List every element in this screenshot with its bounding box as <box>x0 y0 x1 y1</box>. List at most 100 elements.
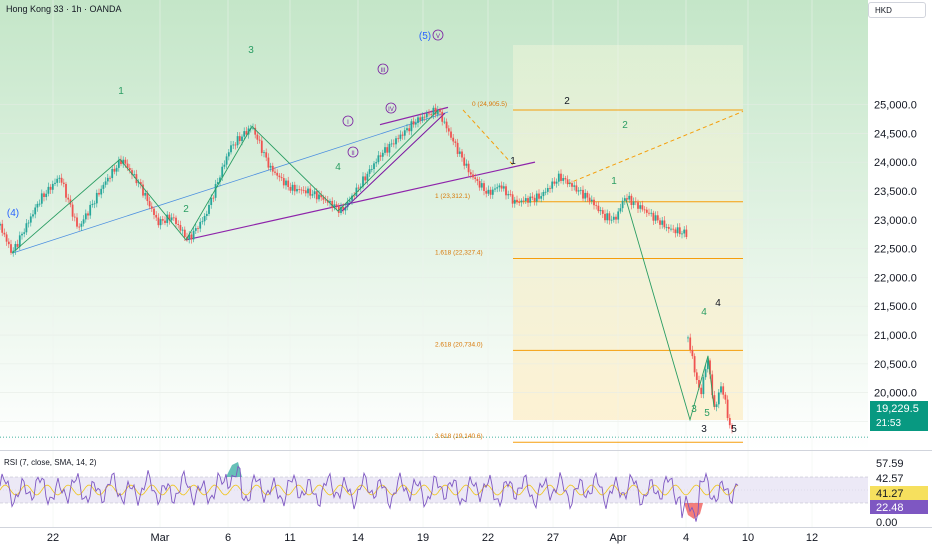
candle-body <box>263 152 265 154</box>
countdown-label: 21:53 <box>870 417 928 431</box>
candle-body <box>113 168 116 172</box>
candle-body <box>16 243 19 247</box>
candle-body <box>256 134 259 140</box>
candle-body <box>62 182 65 184</box>
candle-body <box>412 121 415 125</box>
candle-body <box>243 131 246 137</box>
candle-body <box>588 197 591 202</box>
candle-body <box>713 395 716 408</box>
x-tick-label: 22 <box>482 532 494 544</box>
candle-body <box>406 128 408 131</box>
candle-body <box>216 182 219 185</box>
candle-body <box>553 181 556 184</box>
candle-body <box>650 212 653 214</box>
candle-body <box>711 374 714 396</box>
rsi-value: 22.48 <box>876 502 904 514</box>
candle-body <box>342 206 345 211</box>
candle-body <box>179 225 182 231</box>
rsi-signal-value: 41.27 <box>876 488 904 500</box>
wave-label: III <box>380 68 385 74</box>
candle-body <box>170 217 173 221</box>
wave-label: (4) <box>7 208 19 219</box>
wave-label: 2 <box>183 204 189 215</box>
candle-body <box>245 131 248 135</box>
candle-body <box>98 192 100 195</box>
candle-body <box>632 201 635 206</box>
candle-body <box>597 205 600 212</box>
fib-zone <box>513 45 743 420</box>
x-tick-label: 12 <box>806 532 818 544</box>
candle-body <box>302 190 305 192</box>
candle-body <box>566 179 569 185</box>
candle-body <box>254 127 257 135</box>
x-tick-label: 11 <box>284 532 295 544</box>
candle-body <box>300 189 303 191</box>
y-tick-label: 21,500.0 <box>874 301 917 313</box>
candle-body <box>298 189 301 190</box>
candle-body <box>122 159 125 165</box>
rsi-overbought-fill <box>226 462 242 477</box>
candle-body <box>533 197 536 202</box>
candle-body <box>280 177 283 179</box>
candle-body <box>467 163 470 173</box>
candle-body <box>634 201 637 203</box>
candle-body <box>524 198 527 202</box>
candle-body <box>258 139 261 141</box>
rsi-axis-label: 42.57 <box>876 473 904 485</box>
candle-body <box>124 159 127 164</box>
candle-body <box>434 107 437 115</box>
candle-body <box>518 202 521 203</box>
candle-body <box>421 116 424 121</box>
rsi-axis-label: 0.00 <box>876 517 897 529</box>
candle-body <box>144 192 147 196</box>
candle-body <box>403 130 406 136</box>
candle-body <box>430 114 433 116</box>
candle-body <box>458 151 461 154</box>
candle-body <box>109 177 111 179</box>
candle-body <box>150 206 153 209</box>
candle-body <box>269 165 272 168</box>
candle-body <box>573 185 576 187</box>
candle-body <box>54 182 56 184</box>
candle-body <box>164 220 166 223</box>
fib-dashed-projection <box>566 110 744 185</box>
candle-body <box>595 205 598 207</box>
currency-button[interactable]: HKD <box>868 2 926 18</box>
candle-body <box>540 196 543 199</box>
candle-body <box>445 121 448 129</box>
candle-body <box>131 170 133 175</box>
candle-body <box>234 144 237 146</box>
candle-body <box>82 219 85 224</box>
candle-body <box>168 214 171 221</box>
candle-body <box>214 184 217 198</box>
x-tick-label: 19 <box>417 532 429 544</box>
candle-body <box>296 189 298 192</box>
candle-body <box>379 155 382 157</box>
wave-label: 5 <box>731 424 737 435</box>
candle-body <box>584 192 587 199</box>
x-tick-label: 6 <box>225 532 231 544</box>
candle-body <box>672 228 675 230</box>
wave-label: 3 <box>701 424 707 435</box>
wave-label: 2 <box>622 120 628 131</box>
y-tick-label: 23,000.0 <box>874 215 917 227</box>
fib-levels: 0 (24,905.5) 1 (23,312.1) 1.618 (22,327.4)… <box>435 101 744 443</box>
candle-body <box>7 241 10 245</box>
candle-body <box>190 234 193 240</box>
candle-body <box>463 157 466 166</box>
wave-label: V <box>436 34 440 40</box>
candle-body <box>562 178 565 181</box>
candle-body <box>100 188 103 195</box>
candle-body <box>722 386 725 395</box>
candle-body <box>289 186 292 191</box>
candle-body <box>236 136 239 146</box>
wave-label: 1 <box>611 176 617 187</box>
candle-body <box>419 117 422 121</box>
candle-body <box>351 195 353 201</box>
y-tick-label: 22,000.0 <box>874 272 917 284</box>
time-axis[interactable]: 22 Mar 6 11 14 19 22 27 Apr 4 10 12 <box>0 527 932 545</box>
candle-body <box>487 189 490 194</box>
candle-body <box>331 200 334 208</box>
wave-label-circle <box>377 63 389 75</box>
